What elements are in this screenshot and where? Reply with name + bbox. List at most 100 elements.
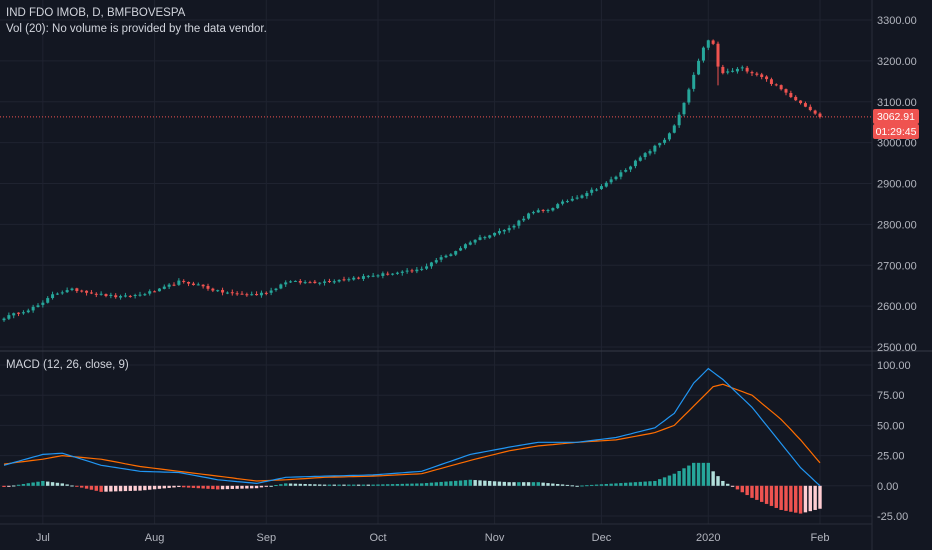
candle-body — [51, 294, 55, 299]
macd-histogram-bar — [794, 485, 798, 513]
candle-body — [697, 60, 701, 75]
candle-body — [12, 313, 16, 316]
volume-note: Vol (20): No volume is provided by the d… — [6, 23, 267, 35]
candle-body — [162, 286, 166, 289]
macd-histogram-bar — [259, 485, 264, 488]
time-tick-label: Aug — [145, 532, 165, 544]
candle-body — [259, 292, 263, 296]
macd-histogram-bar — [65, 484, 69, 486]
macd-histogram-bar — [551, 483, 555, 486]
candle-body — [735, 68, 739, 72]
macd-histogram-bar — [667, 475, 672, 486]
candle-body — [182, 280, 186, 282]
macd-histogram-bar — [570, 485, 574, 487]
macd-histogram-bar — [488, 480, 492, 486]
candle-body — [381, 273, 385, 276]
candle-body — [318, 282, 322, 284]
candle-body — [629, 166, 633, 170]
price-tick-label: 3100.00 — [877, 97, 917, 109]
macd-histogram-bar — [594, 484, 599, 486]
macd-histogram-bar — [803, 485, 808, 513]
candle-body — [459, 248, 463, 251]
candle-body — [395, 272, 399, 274]
candle-body — [740, 67, 744, 69]
candle-body — [206, 285, 210, 289]
candle-body — [502, 230, 506, 232]
macd-histogram-bar — [322, 484, 327, 486]
macd-histogram-bar — [818, 485, 822, 509]
macd-histogram-bar — [449, 481, 453, 486]
candle-body — [750, 72, 754, 74]
macd-histogram-bar — [371, 484, 375, 486]
macd-histogram-bar — [356, 484, 361, 486]
macd-histogram-bar — [556, 483, 560, 486]
candle-body — [731, 70, 735, 72]
candle-body — [119, 296, 123, 298]
macd-histogram-bar — [808, 485, 812, 512]
candle-body — [556, 204, 560, 209]
candle-body — [17, 312, 21, 314]
macd-histogram-bar — [565, 484, 570, 486]
candle-body — [701, 47, 705, 61]
macd-histogram-bar — [337, 484, 341, 486]
candle-body — [570, 198, 574, 201]
macd-histogram-bar — [80, 485, 84, 488]
macd-histogram-bar — [429, 482, 434, 486]
candle-body — [332, 281, 336, 283]
macd-histogram-bar — [220, 485, 225, 490]
macd-histogram-bar — [201, 485, 205, 489]
candle-body — [575, 197, 579, 199]
macd-histogram-bar — [167, 485, 171, 488]
macd-histogram-bar — [206, 485, 210, 489]
macd-histogram-bar — [750, 485, 754, 498]
candle-body — [546, 210, 550, 212]
macd-histogram-bar — [439, 481, 443, 486]
macd-histogram-bar — [366, 484, 370, 486]
macd-histogram-bar — [735, 485, 740, 490]
candle-body — [99, 293, 103, 295]
macd-histogram-bar — [50, 482, 55, 486]
candle-body — [337, 279, 341, 282]
candle-body — [376, 275, 380, 277]
candle-body — [94, 293, 98, 295]
candle-body — [342, 279, 346, 281]
price-pane[interactable] — [0, 39, 872, 322]
candle-body — [366, 275, 370, 277]
time-tick-label: Dec — [592, 532, 612, 544]
macd-histogram-bar — [182, 485, 186, 488]
candle-body — [488, 235, 492, 238]
macd-histogram-bar — [526, 482, 531, 486]
macd-pane[interactable] — [2, 367, 822, 514]
candle-body — [274, 288, 278, 291]
macd-histogram-bar — [254, 485, 259, 489]
candle-body — [41, 302, 45, 305]
macd-histogram-bar — [318, 484, 322, 486]
candle-body — [726, 71, 730, 73]
macd-histogram-bar — [468, 479, 472, 486]
candle-body — [128, 295, 132, 297]
macd-histogram-bar — [109, 485, 113, 492]
macd-histogram-bar — [682, 468, 686, 486]
macd-histogram-bar — [813, 485, 817, 510]
macd-tick-label: 25.00 — [877, 451, 905, 463]
time-tick-label: 2020 — [696, 532, 720, 544]
macd-histogram-bar — [99, 485, 103, 492]
candle-body — [104, 294, 108, 297]
candle-body — [803, 103, 807, 107]
macd-histogram-bar — [522, 482, 526, 486]
macd-histogram-bar — [381, 484, 385, 486]
macd-histogram-bar — [672, 473, 676, 486]
candle-body — [60, 292, 64, 294]
candle-body — [143, 294, 147, 296]
macd-histogram-bar — [245, 485, 249, 489]
macd-histogram-bar — [745, 485, 749, 496]
macd-histogram-bar — [235, 485, 239, 489]
candle-body — [2, 318, 6, 321]
candle-body — [400, 271, 404, 273]
candle-body — [493, 232, 497, 236]
macd-histogram-bar — [604, 483, 608, 486]
candle-body — [211, 288, 215, 291]
candle-body — [463, 244, 467, 249]
price-tick-label: 2900.00 — [877, 179, 917, 191]
